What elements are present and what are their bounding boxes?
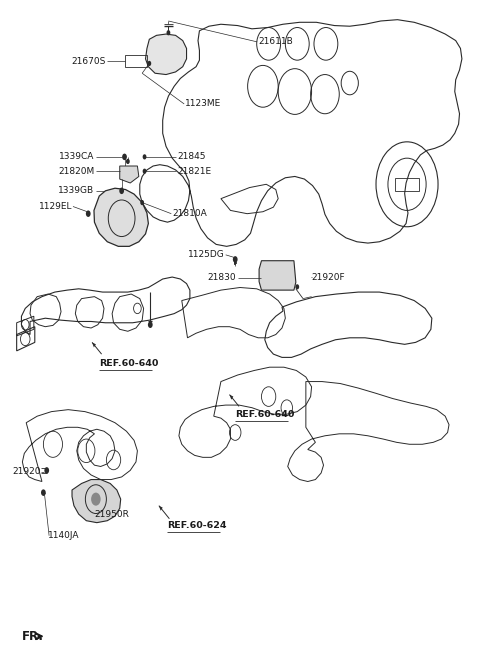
Text: REF.60-640: REF.60-640 (99, 359, 158, 369)
Text: 21830: 21830 (207, 272, 236, 281)
Circle shape (122, 154, 127, 160)
Text: 1123ME: 1123ME (185, 100, 221, 108)
Circle shape (148, 321, 153, 328)
Circle shape (147, 61, 151, 66)
Polygon shape (92, 342, 96, 348)
Text: REF.60-640: REF.60-640 (235, 410, 295, 419)
Text: 21920F: 21920F (312, 272, 345, 281)
Text: 1129EL: 1129EL (38, 202, 72, 211)
Text: 21820M: 21820M (58, 167, 95, 176)
Text: 1125DG: 1125DG (188, 251, 225, 259)
Circle shape (140, 200, 144, 205)
Polygon shape (159, 506, 163, 511)
Circle shape (126, 159, 130, 164)
Text: FR.: FR. (22, 630, 43, 643)
Text: 21920: 21920 (12, 467, 40, 476)
Circle shape (44, 467, 49, 474)
Text: REF.60-624: REF.60-624 (168, 521, 227, 530)
Polygon shape (72, 480, 120, 523)
Circle shape (167, 30, 170, 35)
Polygon shape (94, 188, 148, 247)
Circle shape (295, 284, 299, 289)
Text: 1140JA: 1140JA (48, 531, 80, 541)
Circle shape (91, 493, 101, 506)
Polygon shape (120, 166, 139, 183)
Circle shape (143, 169, 146, 174)
Text: 21821E: 21821E (177, 167, 211, 176)
Circle shape (233, 256, 238, 262)
Circle shape (119, 188, 124, 194)
Polygon shape (229, 395, 233, 400)
Circle shape (86, 211, 91, 217)
Text: 21845: 21845 (177, 152, 205, 161)
Circle shape (41, 489, 46, 496)
Text: 1339CA: 1339CA (59, 152, 95, 161)
Text: 1339GB: 1339GB (59, 186, 95, 195)
Text: 21611B: 21611B (258, 37, 293, 47)
Polygon shape (145, 34, 187, 75)
Circle shape (143, 154, 146, 159)
Text: 21810A: 21810A (172, 209, 207, 218)
Polygon shape (259, 260, 296, 290)
Text: 21670S: 21670S (71, 57, 106, 66)
Text: 21950R: 21950R (95, 510, 129, 519)
